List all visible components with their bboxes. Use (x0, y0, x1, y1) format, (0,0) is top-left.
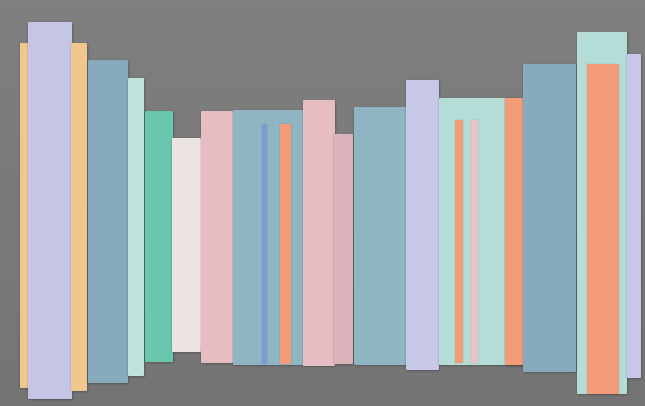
panel-peach-left (20, 43, 30, 388)
panel-blue-gray-1 (88, 60, 128, 383)
stripe-pale-pink (471, 120, 478, 363)
panel-mint-1 (128, 78, 144, 376)
panel-peach-back (71, 43, 87, 391)
panel-blue-gray-2 (523, 64, 576, 372)
stripe-blue (262, 124, 267, 364)
panel-teal-green (145, 111, 173, 362)
panel-lavender-tall (28, 22, 72, 399)
panel-rose-1 (201, 111, 233, 363)
panel-light-blue-1 (233, 110, 303, 365)
stripe-coral-wide (587, 64, 619, 394)
panel-lilac-1 (406, 80, 439, 370)
panel-dusty-rose (334, 134, 353, 364)
panel-pale-rose (172, 138, 201, 352)
panel-light-blue-2 (354, 107, 406, 365)
stripe-coral-1 (280, 124, 291, 364)
panel-coral-edge (505, 98, 523, 365)
panel-lilac-right-edge (627, 54, 641, 378)
panel-rose-2 (303, 100, 335, 366)
stripe-coral-2 (455, 120, 463, 363)
